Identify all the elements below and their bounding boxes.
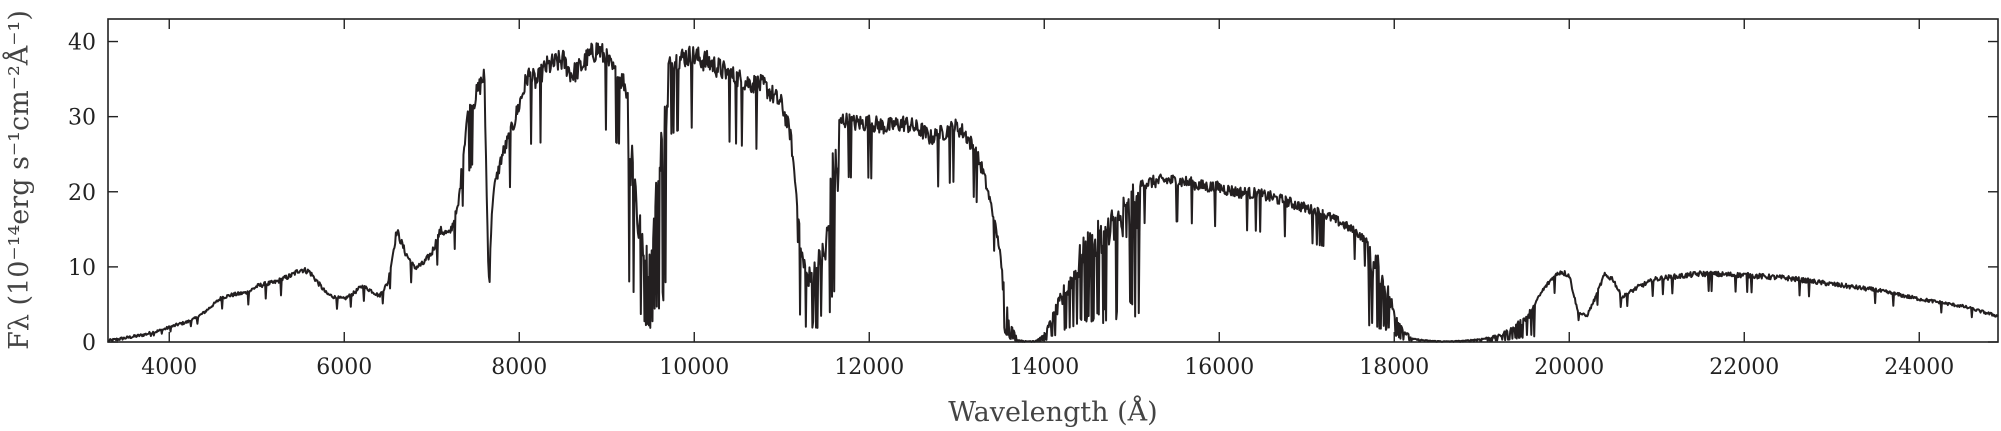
- x-tick-label: 16000: [1184, 355, 1254, 380]
- x-axis-label: Wavelength (Å): [948, 395, 1157, 428]
- y-tick-label: 40: [68, 31, 96, 56]
- y-tick-label: 20: [68, 181, 96, 206]
- spectrum-line: [107, 42, 1999, 343]
- y-axis: 0 10 20 30 40: [68, 31, 1998, 356]
- x-tick-label: 4000: [141, 355, 197, 380]
- x-tick-label: 14000: [1009, 355, 1079, 380]
- x-tick-label: 6000: [316, 355, 372, 380]
- x-tick-label: 24000: [1884, 355, 1954, 380]
- x-tick-label: 10000: [659, 355, 729, 380]
- y-tick-label: 30: [68, 106, 96, 131]
- x-tick-label: 12000: [834, 355, 904, 380]
- y-tick-label: 10: [68, 256, 96, 281]
- y-axis-label: Fλ (10⁻¹⁴erg s⁻¹cm⁻²Å⁻¹): [2, 10, 35, 350]
- x-tick-label: 18000: [1359, 355, 1429, 380]
- x-tick-label: 20000: [1534, 355, 1604, 380]
- x-tick-label: 8000: [491, 355, 547, 380]
- x-tick-label: 22000: [1709, 355, 1779, 380]
- x-axis: 4000 6000 8000 10000 12000 14000 16000 18000 200…: [141, 19, 1954, 380]
- axes-frame: [107, 18, 1999, 343]
- y-tick-label: 0: [82, 331, 96, 356]
- plot-area: [107, 42, 1999, 343]
